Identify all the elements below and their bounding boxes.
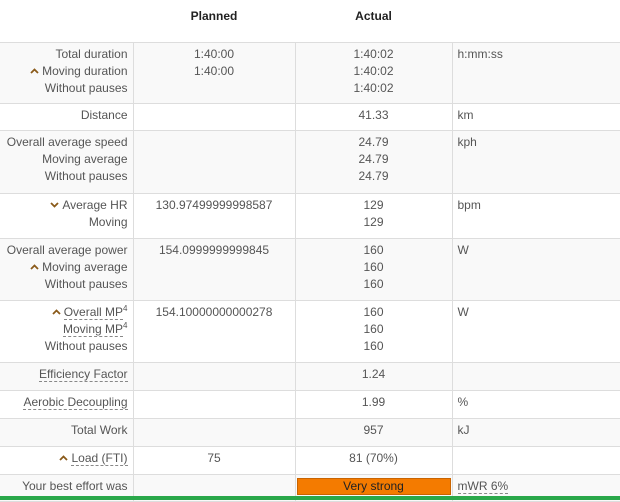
actual: 1.99	[294, 390, 453, 419]
label: Efficiency Factor	[39, 367, 128, 382]
row: Overall MP4 Moving MP4 Without pauses 154.…	[0, 300, 620, 363]
label: Moving duration	[42, 64, 128, 78]
effort-badge: Very strong	[296, 478, 451, 495]
actual: 24.79	[358, 169, 389, 183]
label: Load (FTI)	[71, 451, 128, 466]
actual: 160	[363, 243, 384, 257]
label: Average HR	[62, 198, 128, 212]
actual: 1:40:02	[353, 81, 394, 95]
expand-caret[interactable]	[30, 68, 39, 74]
label: Total Work	[0, 418, 134, 447]
unit: W	[451, 300, 620, 363]
footnote: 4	[123, 304, 128, 313]
actual: 160	[363, 305, 384, 319]
actual: 41.33	[294, 103, 453, 131]
row: Aerobic Decoupling 1.99 %	[0, 390, 620, 419]
label: Without pauses	[44, 169, 128, 183]
actual: 129	[363, 215, 384, 229]
actual: 160	[363, 339, 384, 353]
label: Distance	[0, 103, 134, 131]
planned: 154.0999999999845	[132, 238, 296, 301]
row: Efficiency Factor 1.24	[0, 362, 620, 391]
unit: mWR 6%	[457, 479, 509, 494]
expand-caret[interactable]	[30, 264, 39, 270]
unit: km	[451, 103, 620, 131]
label: Total duration	[55, 47, 128, 61]
unit: bpm	[451, 193, 620, 239]
actual: 1.24	[294, 362, 453, 391]
planned: 1:40:00	[193, 47, 235, 61]
collapse-caret[interactable]	[50, 202, 59, 208]
planned: 75	[132, 446, 296, 475]
row: Distance 41.33 km	[0, 103, 620, 131]
row: Total duration Moving duration Without pau…	[0, 42, 620, 104]
planned: 154.10000000000278	[132, 300, 296, 363]
row: Total Work 957 kJ	[0, 418, 620, 447]
actual: 81 (70%)	[294, 446, 453, 475]
actual: 24.79	[358, 152, 389, 166]
label: Your best effort was	[0, 474, 134, 502]
unit: kJ	[451, 418, 620, 447]
label: Without pauses	[44, 339, 128, 353]
label: Overall MP	[63, 305, 124, 320]
actual: 160	[363, 260, 384, 274]
planned: 1:40:00	[193, 64, 235, 78]
label: Without pauses	[44, 81, 128, 95]
header-row: Planned Actual	[0, 0, 620, 43]
actual: 160	[363, 322, 384, 336]
unit: kph	[451, 130, 620, 194]
footnote: 4	[123, 321, 128, 330]
label: Moving average	[42, 152, 128, 166]
label: Aerobic Decoupling	[23, 395, 128, 410]
row: Overall average speed Moving average Witho…	[0, 130, 620, 194]
label: Overall average power	[6, 243, 128, 257]
label: Without pauses	[44, 277, 128, 291]
label: Moving	[88, 215, 128, 229]
actual: 160	[363, 277, 384, 291]
unit: %	[451, 390, 620, 419]
label: Moving average	[42, 260, 128, 274]
planned: 130.97499999998587	[132, 193, 296, 239]
bottom-bar	[0, 496, 620, 500]
label: Moving MP	[63, 322, 124, 337]
actual: 24.79	[358, 135, 389, 149]
actual: 1:40:02	[353, 64, 394, 78]
row: Load (FTI) 75 81 (70%)	[0, 446, 620, 475]
expand-caret[interactable]	[59, 455, 68, 461]
unit: h:mm:ss	[451, 42, 620, 104]
label: Overall average speed	[6, 135, 128, 149]
row: Average HR Moving 130.97499999998587 129 1…	[0, 193, 620, 239]
header: Actual	[295, 0, 452, 43]
row: Overall average power Moving average Witho…	[0, 238, 620, 301]
header: Planned	[133, 0, 295, 43]
unit: W	[451, 238, 620, 301]
actual: 957	[294, 418, 453, 447]
actual: 129	[363, 198, 384, 212]
expand-caret[interactable]	[52, 309, 61, 315]
actual: 1:40:02	[353, 47, 394, 61]
